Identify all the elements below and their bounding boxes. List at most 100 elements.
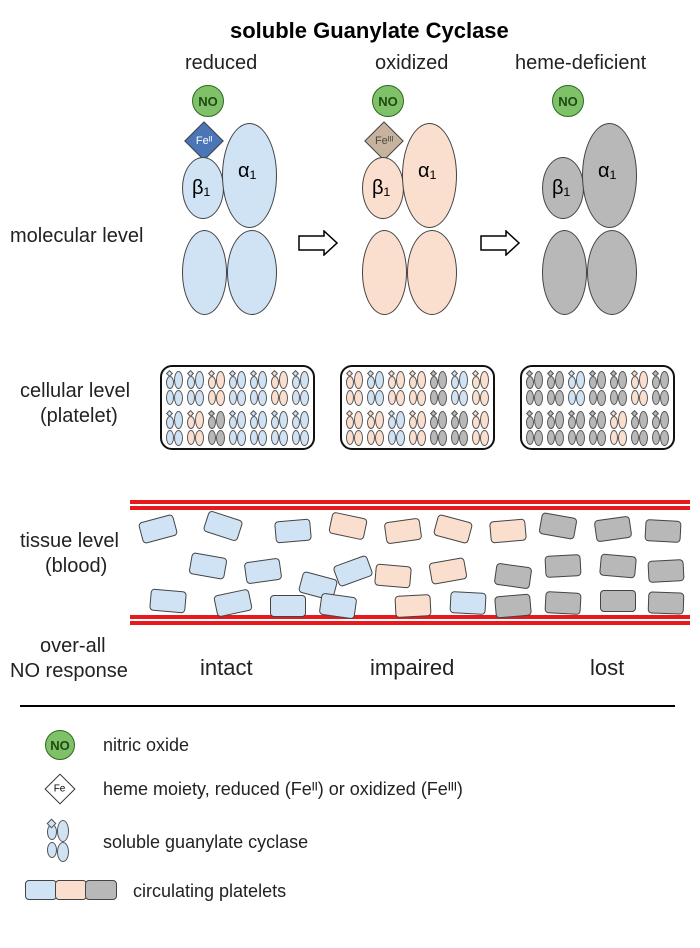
row-label-response-1: over-all [40, 635, 106, 658]
beta1-label: β₁ [372, 177, 390, 200]
response-impaired: impaired [370, 655, 454, 681]
platelet-chip [644, 519, 681, 543]
no-icon: NO [45, 730, 75, 760]
state-label-hemedef: heme-deficient [515, 52, 646, 75]
state-label-reduced: reduced [185, 52, 257, 75]
platelet-chip [449, 591, 486, 615]
no-marker: NO [552, 85, 584, 117]
mini-sgc [430, 411, 450, 449]
mini-sgc [547, 411, 567, 449]
platelet-box-oxidized [340, 365, 495, 450]
mini-sgc [430, 371, 450, 409]
mini-sgc [187, 371, 207, 409]
platelet-chip [374, 563, 412, 588]
mini-sgc [451, 371, 471, 409]
state-label-oxidized: oxidized [375, 52, 448, 75]
beta1-lower [182, 230, 227, 315]
sgc-icon [45, 820, 75, 864]
platelet-chip [274, 518, 312, 543]
platelet-chip [270, 595, 306, 617]
mini-sgc [652, 371, 672, 409]
mini-sgc [568, 411, 588, 449]
platelet-chip [489, 518, 527, 543]
alpha1-label: α₁ [418, 160, 436, 183]
mini-sgc [271, 411, 291, 449]
mini-sgc [166, 371, 186, 409]
beta1-lower [542, 230, 587, 315]
alpha1-lower [587, 230, 637, 315]
legend-heme-text: heme moiety, reduced (Feᴵᴵ) or oxidized … [103, 779, 463, 800]
no-marker: NO [192, 85, 224, 117]
heme-icon: Fe [44, 773, 75, 804]
mini-sgc [208, 411, 228, 449]
beta1-label: β₁ [552, 177, 570, 200]
mini-sgc [346, 371, 366, 409]
molecular-oxidized: NO Feᴵᴵᴵ β₁ α₁ [360, 85, 490, 345]
mini-sgc [409, 411, 429, 449]
mini-sgc [250, 411, 270, 449]
response-lost: lost [590, 655, 624, 681]
mini-sgc [568, 371, 588, 409]
mini-sgc [472, 371, 492, 409]
platelet-chip [394, 594, 431, 618]
mini-sgc [589, 371, 609, 409]
molecular-reduced: NO Feᴵᴵ β₁ α₁ [180, 85, 310, 345]
mini-sgc [526, 411, 546, 449]
mini-sgc [187, 411, 207, 449]
heme-diamond: Feᴵᴵ [184, 121, 224, 161]
beta1-lower [362, 230, 407, 315]
platelet-box-heme_deficient [520, 365, 675, 450]
arrow-2 [480, 230, 520, 256]
mini-sgc [631, 371, 651, 409]
row-label-molecular: molecular level [10, 225, 143, 248]
row-label-cellular-2: (platelet) [40, 405, 118, 428]
legend-sgc: soluble guanylate cyclase [35, 820, 308, 864]
arrow-1 [298, 230, 338, 256]
mini-sgc [271, 371, 291, 409]
mini-sgc [250, 371, 270, 409]
mini-sgc [292, 411, 312, 449]
mini-sgc [610, 371, 630, 409]
vessel-top-line [130, 500, 690, 504]
mini-sgc [547, 371, 567, 409]
legend-heme: Fe heme moiety, reduced (Feᴵᴵ) or oxidiz… [35, 778, 463, 800]
alpha1-label: α₁ [238, 160, 256, 183]
mini-sgc [367, 371, 387, 409]
mini-sgc [388, 411, 408, 449]
mini-sgc [229, 371, 249, 409]
platelet-chip-icon-3 [85, 880, 117, 900]
legend-platelets: circulating platelets [25, 878, 286, 904]
no-marker: NO [372, 85, 404, 117]
mini-sgc [472, 411, 492, 449]
response-intact: intact [200, 655, 253, 681]
mini-sgc [229, 411, 249, 449]
platelet-chip [648, 591, 685, 614]
platelet-chip [544, 591, 581, 615]
platelet-chip [599, 553, 637, 578]
diagram-root: soluble Guanylate Cyclase reduced oxidiz… [0, 0, 700, 948]
mini-sgc [346, 411, 366, 449]
beta1-label: β₁ [192, 177, 210, 200]
mini-sgc [208, 371, 228, 409]
platelet-chip [647, 559, 684, 583]
mini-sgc [610, 411, 630, 449]
divider-line [20, 705, 675, 707]
mini-sgc [652, 411, 672, 449]
legend-platelets-text: circulating platelets [133, 881, 286, 902]
row-label-response-2: NO response [10, 660, 128, 683]
platelet-chip [494, 593, 532, 618]
mini-sgc [292, 371, 312, 409]
heme-diamond: Feᴵᴵᴵ [364, 121, 404, 161]
mini-sgc [631, 411, 651, 449]
mini-sgc [409, 371, 429, 409]
alpha1-lower [227, 230, 277, 315]
mini-sgc [367, 411, 387, 449]
molecular-heme_deficient: NOβ₁α₁ [540, 85, 670, 345]
platelet-chip-icon-1 [25, 880, 57, 900]
platelet-chip [149, 588, 187, 613]
legend-sgc-text: soluble guanylate cyclase [103, 832, 308, 853]
row-label-tissue-1: tissue level [20, 530, 119, 553]
mini-sgc [526, 371, 546, 409]
mini-sgc [388, 371, 408, 409]
alpha1-lower [407, 230, 457, 315]
